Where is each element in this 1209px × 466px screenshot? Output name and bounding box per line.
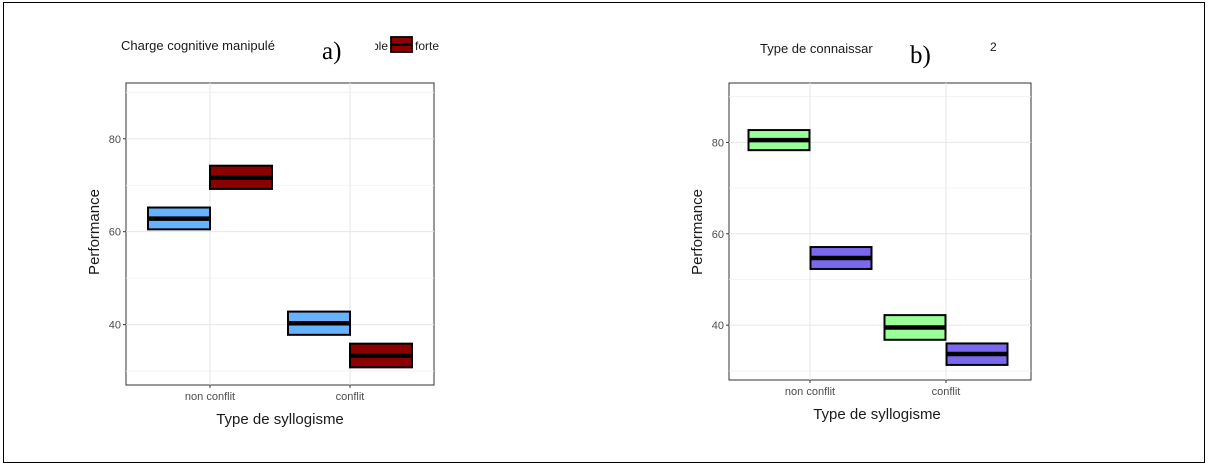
y-tick-label: 60 <box>109 227 121 239</box>
y-axis-title-b: Performance <box>689 189 706 275</box>
panel-label-box-a <box>302 22 375 78</box>
legend-title-b: Type de connaissar <box>760 41 873 56</box>
x-tick-label: non conflit <box>785 386 835 398</box>
chart-panel-a: 40 60 80 non conflit conflit Type de syllog… <box>86 22 439 428</box>
y-tick-label: 80 <box>712 137 724 149</box>
y-tick-label: 80 <box>109 134 121 146</box>
panel-label-b: b) <box>910 42 931 69</box>
plot-area-a <box>125 82 435 386</box>
y-ticks-b: 40 60 80 <box>712 137 729 332</box>
x-ticks-a: non conflit conflit <box>185 385 364 403</box>
x-axis-title-a: Type de syllogisme <box>216 411 344 428</box>
chart-panel-b: 40 60 80 non conflit conflit Type de syllog… <box>689 22 1032 423</box>
plot-area-b <box>728 82 1032 381</box>
legend-label-a-1: forte <box>415 39 439 53</box>
x-axis-title-b: Type de syllogisme <box>813 406 941 423</box>
x-tick-label: non conflit <box>185 391 235 403</box>
x-ticks-b: non conflit conflit <box>785 380 960 398</box>
boxes-b <box>747 129 1009 366</box>
legend-title-a: Charge cognitive manipulé <box>121 38 275 53</box>
x-tick-label: conflit <box>336 391 365 403</box>
y-axis-title-a: Performance <box>86 189 103 275</box>
legend-a: Charge cognitive manipulé ble forte <box>121 36 439 53</box>
figure-frame <box>3 2 1205 463</box>
boxes-a <box>147 164 413 369</box>
legend-label-b-0: 2 <box>990 40 997 54</box>
panel-label-box-b <box>890 22 990 78</box>
legend-b: Type de connaissar 2 <box>760 40 997 56</box>
y-ticks-a: 40 60 80 <box>109 134 126 332</box>
gridlines-b <box>729 83 1031 380</box>
y-tick-label: 40 <box>712 320 724 332</box>
y-tick-label: 40 <box>109 320 121 332</box>
panel-label-a: a) <box>322 38 341 65</box>
legend-label-a-0: ble <box>372 39 388 53</box>
x-tick-label: conflit <box>932 386 961 398</box>
y-tick-label: 60 <box>712 229 724 241</box>
